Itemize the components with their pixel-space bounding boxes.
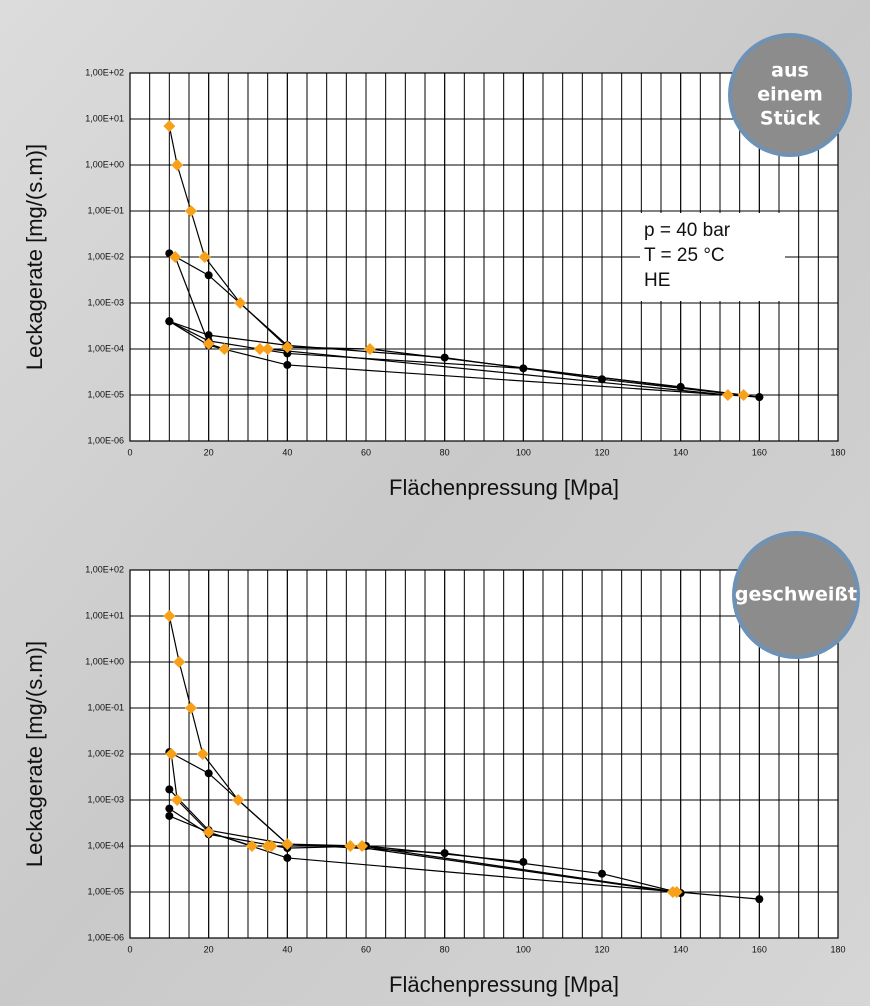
marker bbox=[165, 785, 173, 793]
marker bbox=[441, 354, 449, 362]
marker bbox=[598, 870, 606, 878]
y-tick-label: 1,00E+02 bbox=[85, 67, 124, 77]
badge-text: geschweißt bbox=[735, 584, 857, 606]
x-tick-label: 60 bbox=[361, 447, 371, 457]
x-tick-label: 160 bbox=[752, 944, 767, 954]
x-tick-label: 0 bbox=[127, 447, 132, 457]
y-tick-label: 1,00E-03 bbox=[87, 297, 124, 307]
x-tick-label: 100 bbox=[516, 944, 531, 954]
annotation-text: p = 40 bar bbox=[644, 220, 731, 241]
y-tick-label: 1,00E-02 bbox=[87, 748, 124, 758]
marker bbox=[519, 858, 527, 866]
page: 1,00E-06 1,00E-05 1,00E-04 1,00E-03 1,00E-02… bbox=[0, 0, 870, 1006]
x-tick-label: 20 bbox=[204, 944, 214, 954]
x-tick-label: 140 bbox=[673, 447, 688, 457]
marker bbox=[755, 895, 763, 903]
annotation-text: T = 25 °C bbox=[644, 245, 725, 266]
y-tick-label: 1,00E+01 bbox=[85, 113, 124, 123]
y-tick-label: 1,00E-02 bbox=[87, 251, 124, 261]
x-axis-label: Flächenpressung [Mpa] bbox=[389, 475, 619, 500]
x-tick-label: 140 bbox=[673, 944, 688, 954]
x-tick-label: 40 bbox=[282, 944, 292, 954]
marker bbox=[598, 375, 606, 383]
x-axis-label: Flächenpressung [Mpa] bbox=[389, 972, 619, 997]
marker bbox=[205, 271, 213, 279]
badge-text: Stück bbox=[760, 108, 821, 130]
y-axis-label: Leckagerate [mg/(s.m)] bbox=[22, 641, 47, 867]
y-tick-label: 1,00E-05 bbox=[87, 389, 124, 399]
x-tick-label: 100 bbox=[516, 447, 531, 457]
marker bbox=[205, 769, 213, 777]
y-tick-label: 1,00E-04 bbox=[87, 840, 124, 850]
y-tick-label: 1,00E-01 bbox=[87, 205, 124, 215]
x-tick-label: 60 bbox=[361, 944, 371, 954]
x-tick-label: 160 bbox=[752, 447, 767, 457]
y-tick-label: 1,00E-03 bbox=[87, 794, 124, 804]
marker bbox=[165, 812, 173, 820]
y-tick-label: 1,00E+00 bbox=[85, 159, 124, 169]
x-tick-label: 0 bbox=[127, 944, 132, 954]
y-tick-label: 1,00E-05 bbox=[87, 886, 124, 896]
badge-text: aus bbox=[771, 60, 809, 82]
marker bbox=[283, 854, 291, 862]
y-tick-label: 1,00E+00 bbox=[85, 656, 124, 666]
y-tick-label: 1,00E+02 bbox=[85, 564, 124, 574]
marker bbox=[677, 383, 685, 391]
marker bbox=[165, 317, 173, 325]
badge-text: einem bbox=[757, 84, 823, 106]
y-axis-label: Leckagerate [mg/(s.m)] bbox=[22, 144, 47, 370]
marker bbox=[755, 393, 763, 401]
y-tick-label: 1,00E+01 bbox=[85, 610, 124, 620]
annotation-text: HE bbox=[644, 270, 670, 291]
y-tick-label: 1,00E-06 bbox=[87, 932, 124, 942]
marker bbox=[283, 361, 291, 369]
marker bbox=[165, 805, 173, 813]
marker bbox=[519, 364, 527, 372]
y-tick-label: 1,00E-06 bbox=[87, 435, 124, 445]
x-tick-label: 120 bbox=[594, 944, 609, 954]
x-tick-label: 40 bbox=[282, 447, 292, 457]
x-tick-label: 180 bbox=[830, 447, 845, 457]
marker bbox=[441, 849, 449, 857]
x-tick-label: 80 bbox=[440, 944, 450, 954]
y-tick-label: 1,00E-01 bbox=[87, 702, 124, 712]
y-tick-label: 1,00E-04 bbox=[87, 343, 124, 353]
x-tick-label: 180 bbox=[830, 944, 845, 954]
x-tick-label: 80 bbox=[440, 447, 450, 457]
x-tick-label: 120 bbox=[594, 447, 609, 457]
x-tick-label: 20 bbox=[204, 447, 214, 457]
